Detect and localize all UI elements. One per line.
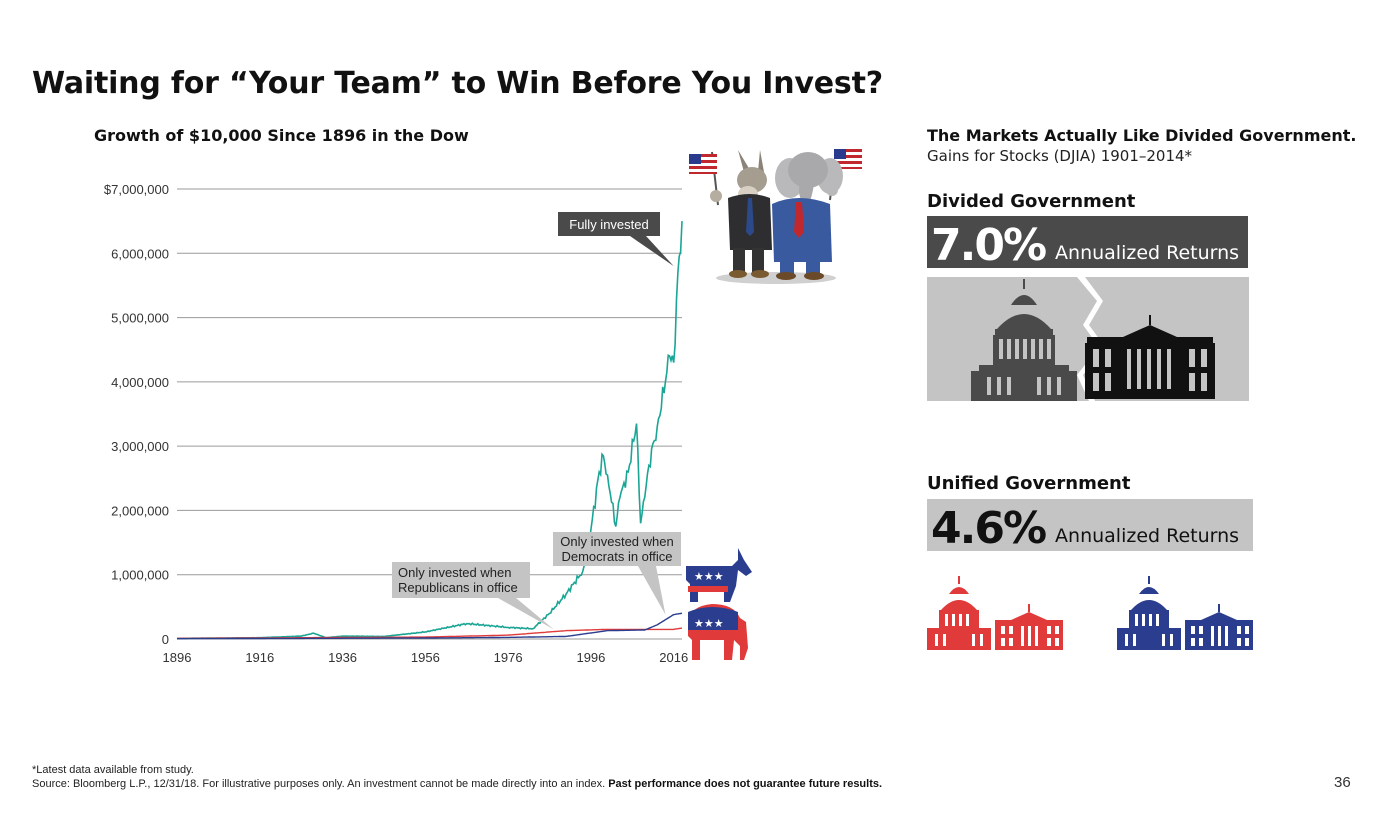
page-title: Waiting for “Your Team” to Win Before Yo… (32, 66, 883, 101)
annotation-democrats-line2: Democrats in office (561, 549, 672, 564)
capitol-icon (927, 576, 991, 650)
unified-government-illustration (927, 576, 1253, 650)
y-tick-label: 1,000,000 (111, 568, 169, 583)
x-tick-label: 1956 (411, 650, 440, 665)
right-panel-subtitle: Gains for Stocks (DJIA) 1901–2014* (927, 147, 1193, 165)
y-tick-label: 0 (162, 632, 169, 647)
right-panel-title: The Markets Actually Like Divided Govern… (927, 126, 1357, 145)
x-tick-label: 1996 (576, 650, 605, 665)
y-axis-ticks: $7,000,000 6,000,000 5,000,000 4,000,000 3,0… (104, 182, 169, 647)
page-number: 36 (1334, 774, 1351, 791)
annotation-fully-invested: Fully invested (569, 217, 648, 232)
x-tick-label: 1896 (163, 650, 192, 665)
unified-return-box: 4.6% Annualized Returns (927, 499, 1253, 551)
y-tick-label: 5,000,000 (111, 311, 169, 326)
y-tick-label: $7,000,000 (104, 182, 169, 197)
y-tick-label: 4,000,000 (111, 375, 169, 390)
y-tick-label: 6,000,000 (111, 246, 169, 261)
divided-government-illustration (927, 277, 1249, 401)
annotation-box (558, 212, 660, 236)
white-house-icon (1185, 604, 1253, 650)
donkey-elephant-cartoon-icon (689, 149, 862, 284)
annotation-democrats-line1: Only invested when (560, 534, 673, 549)
y-tick-label: 3,000,000 (111, 439, 169, 454)
footnote-line1: *Latest data available from study. (32, 764, 194, 776)
footnote-line2: Source: Bloomberg L.P., 12/31/18. For il… (32, 777, 882, 791)
annotation-pointer (498, 598, 554, 630)
y-tick-label: 2,000,000 (111, 503, 169, 518)
white-house-icon (1085, 315, 1215, 399)
x-tick-label: 1976 (494, 650, 523, 665)
annotation-pointer (638, 566, 666, 615)
x-tick-label: 1916 (245, 650, 274, 665)
republican-elephant-icon: ★★★ (688, 604, 748, 660)
disclaimer-text: Past performance does not guarantee futu… (608, 778, 883, 790)
annotation-republicans-line1: Only invested when (398, 565, 511, 580)
annotation-box (553, 532, 681, 566)
svg-text:★★★: ★★★ (694, 617, 724, 630)
chart-series (176, 221, 683, 640)
divided-return-value: 7.0% (931, 220, 1047, 271)
unified-government-heading: Unified Government (927, 473, 1131, 494)
annotation-box (392, 562, 530, 598)
svg-text:★★★: ★★★ (694, 570, 724, 583)
x-axis-ticks: 1896 1916 1936 1956 1976 1996 2016 (163, 650, 689, 665)
divided-return-box: 7.0% Annualized Returns (927, 216, 1248, 268)
annotation-republicans-line2: Republicans in office (398, 580, 518, 595)
capitol-icon (971, 279, 1077, 401)
series-line (177, 612, 683, 640)
chart-title: Growth of $10,000 Since 1896 in the Dow (94, 126, 469, 145)
unified-return-label: Annualized Returns (1055, 525, 1240, 547)
democrat-donkey-icon: ★★★ (686, 548, 752, 602)
x-tick-label: 2016 (659, 650, 688, 665)
footnote: *Latest data available from study. Sourc… (32, 763, 882, 791)
series-line (177, 627, 683, 640)
divided-return-label: Annualized Returns (1055, 242, 1240, 264)
x-tick-label: 1936 (328, 650, 357, 665)
divided-government-heading: Divided Government (927, 191, 1136, 212)
white-house-icon (995, 604, 1063, 650)
source-text: Source: Bloomberg L.P., 12/31/18. For il… (32, 778, 606, 790)
unified-return-value: 4.6% (931, 503, 1047, 554)
capitol-icon (1117, 576, 1181, 650)
annotation-pointer (630, 236, 674, 267)
